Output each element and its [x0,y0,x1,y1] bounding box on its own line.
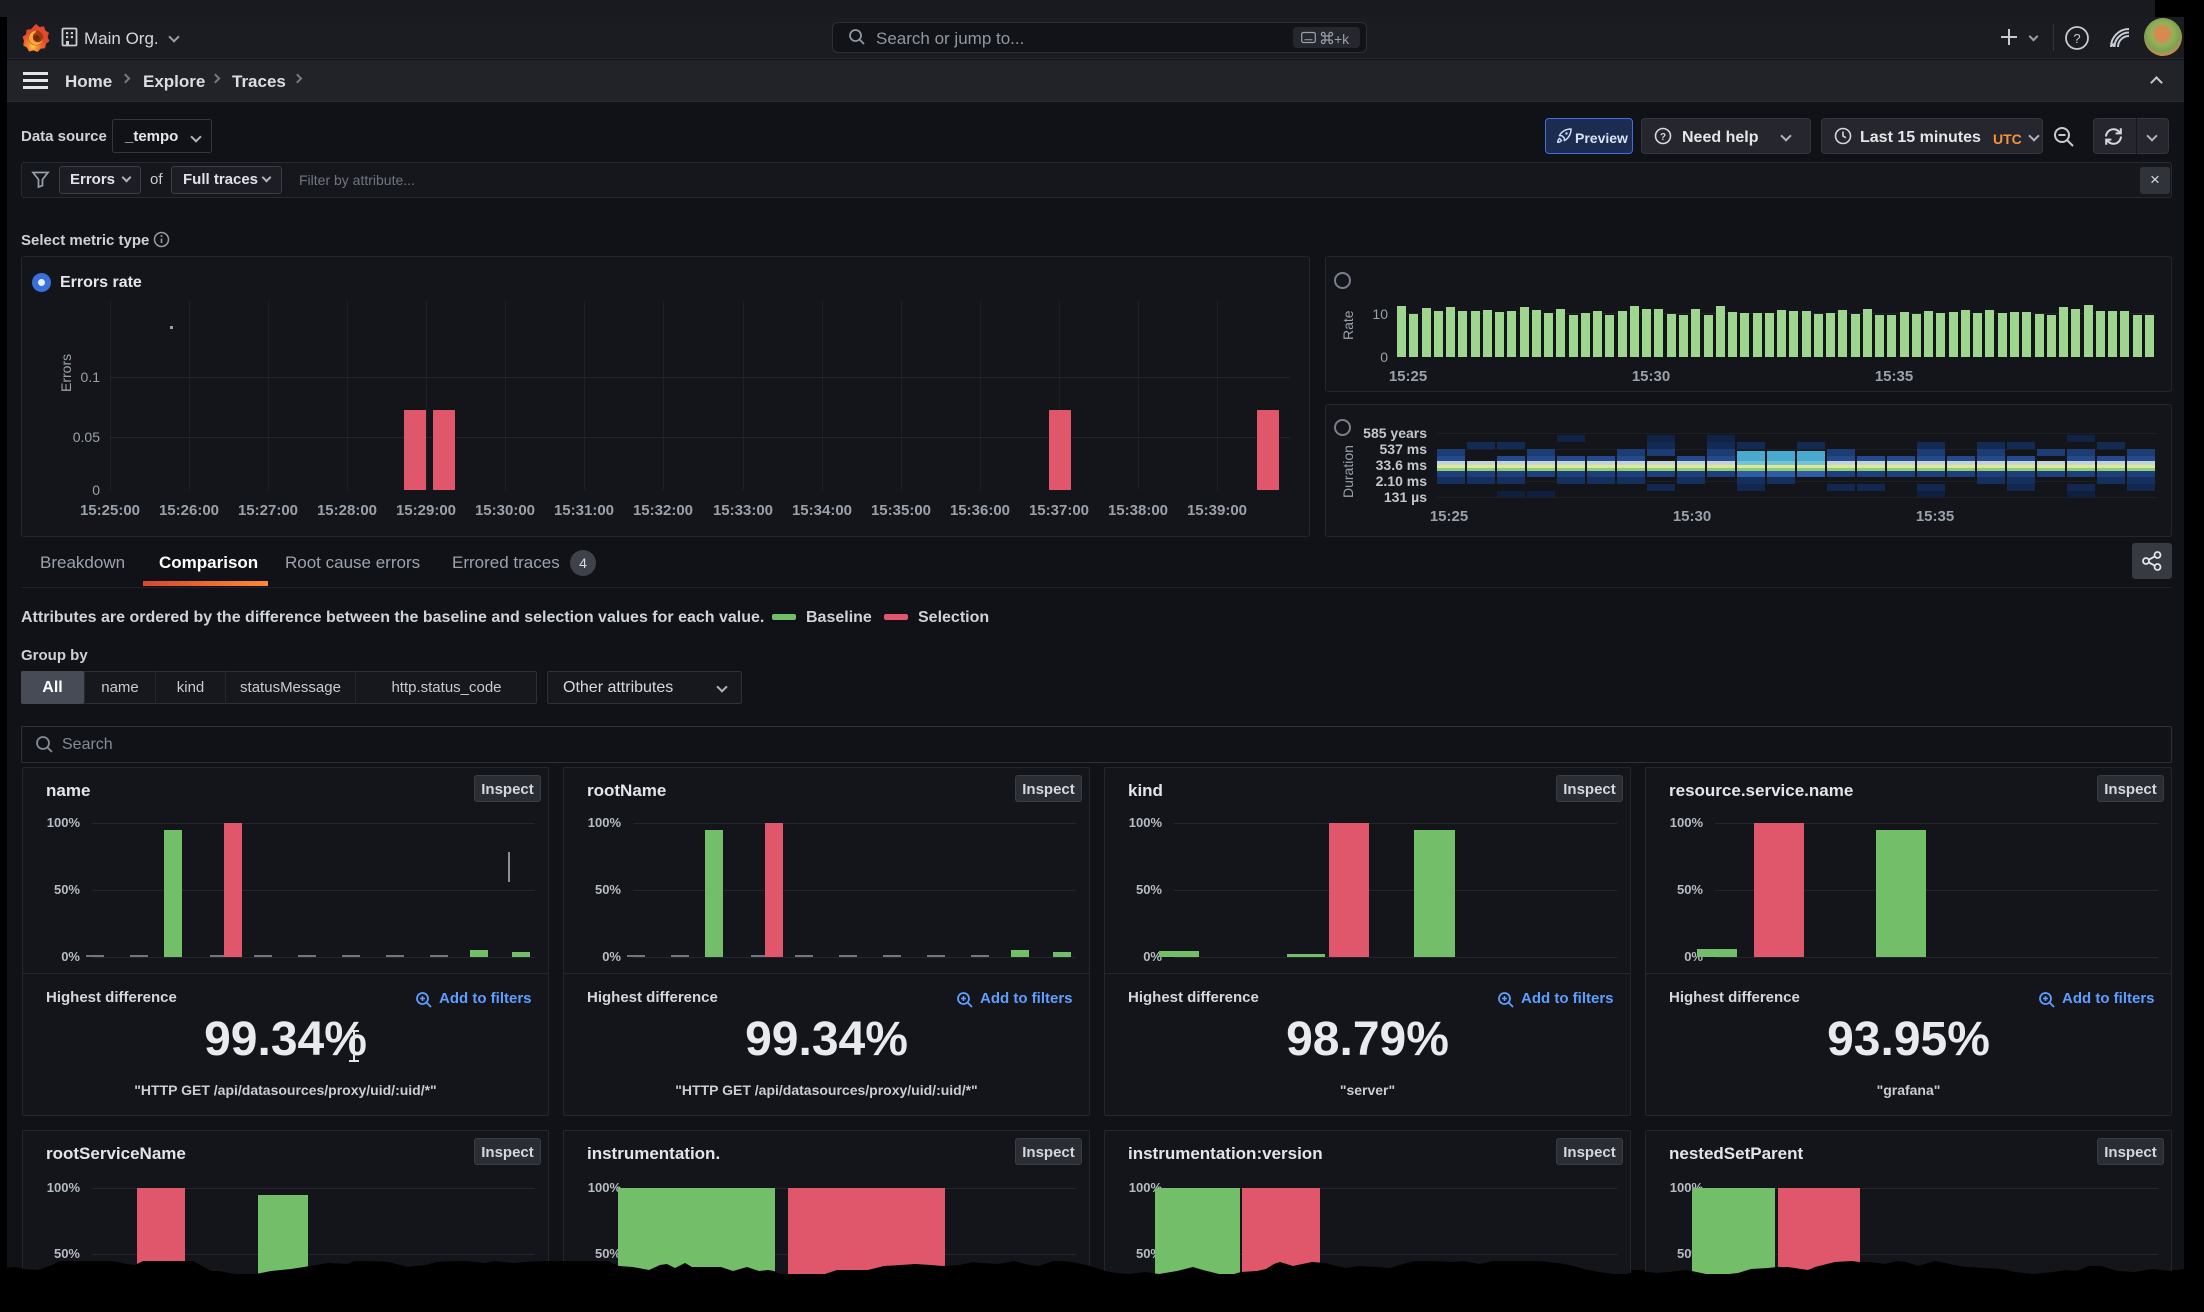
svg-text:?: ? [1660,132,1666,143]
svg-text:?: ? [2073,31,2080,46]
